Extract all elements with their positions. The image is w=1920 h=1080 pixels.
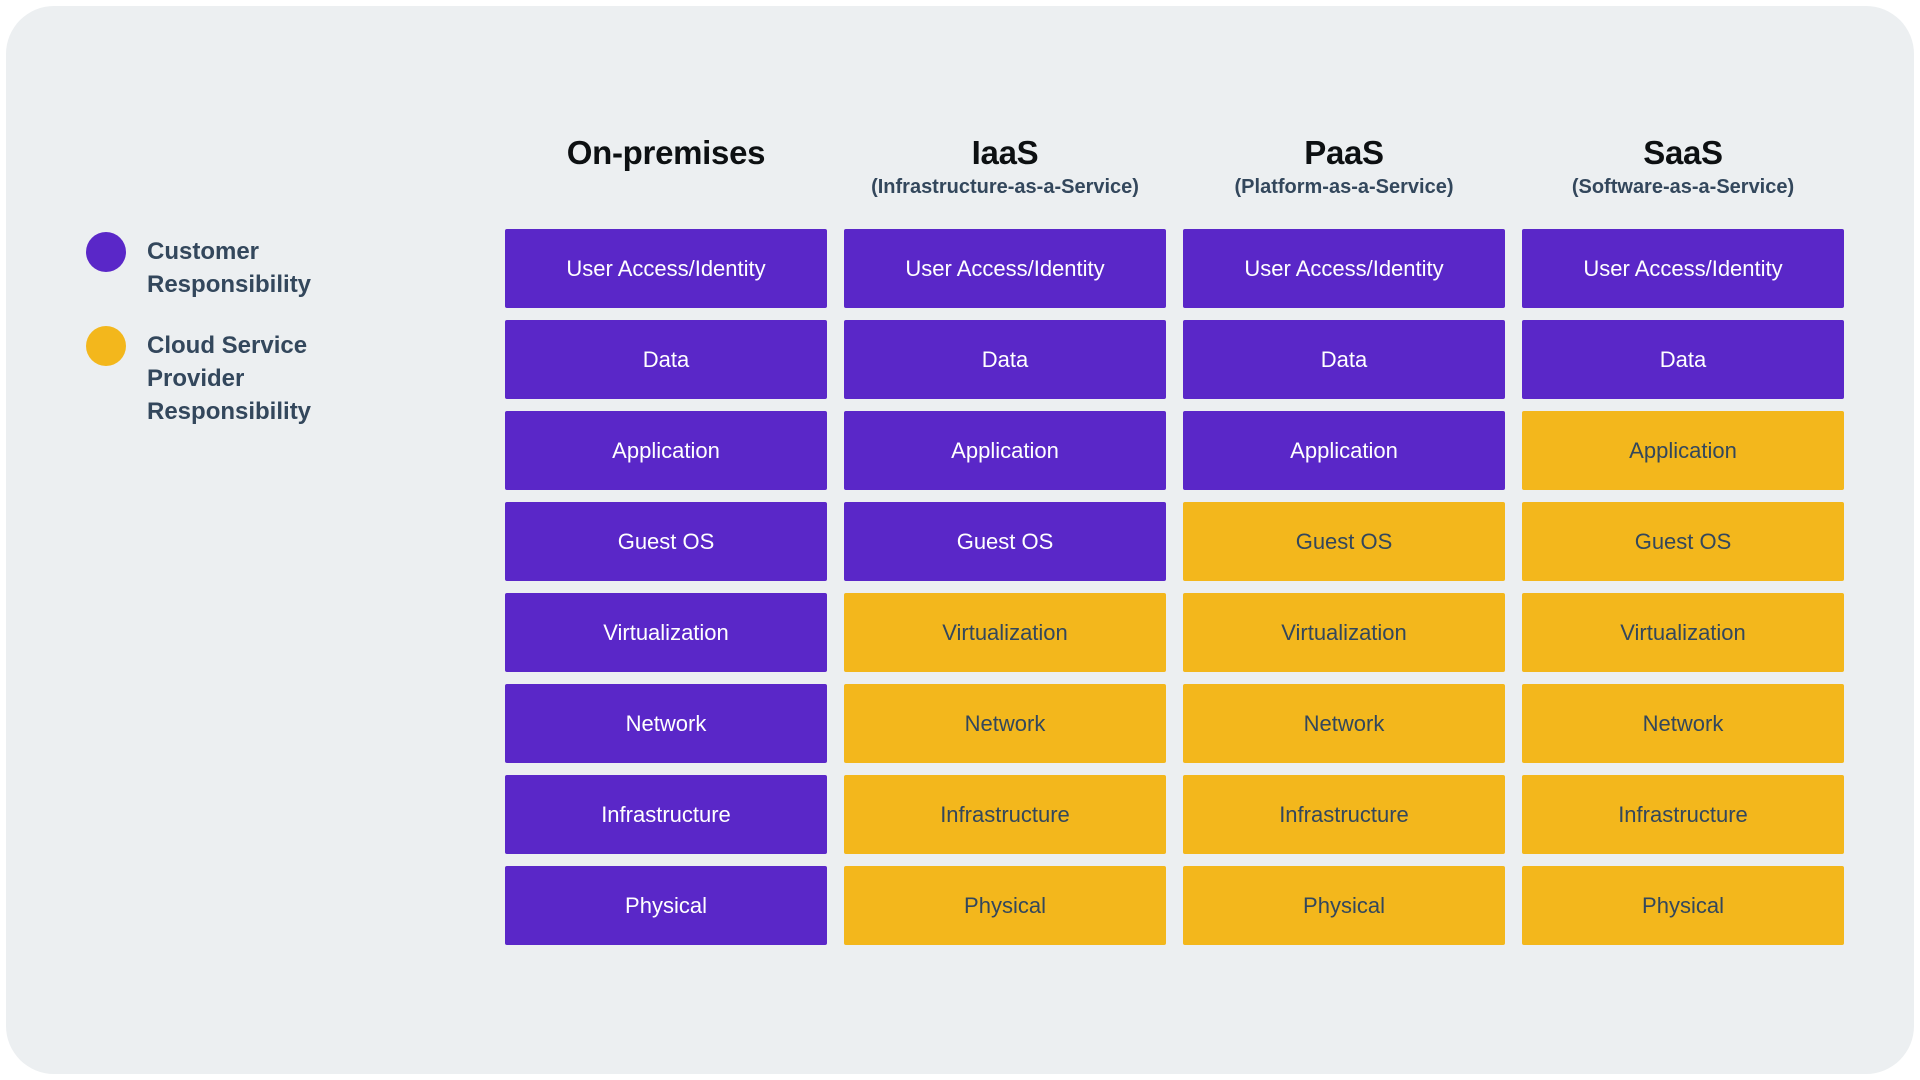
cell-infrastructure-customer: Infrastructure bbox=[505, 775, 827, 854]
legend: Customer Responsibility Cloud Service Pro… bbox=[86, 232, 416, 453]
column-subtitle: (Infrastructure-as-a-Service) bbox=[871, 176, 1139, 198]
cell-data-customer: Data bbox=[844, 320, 1166, 399]
column-iaas: IaaS (Infrastructure-as-a-Service) User Ac… bbox=[844, 132, 1166, 945]
cell-infrastructure-provider: Infrastructure bbox=[1183, 775, 1505, 854]
cell-application-provider: Application bbox=[1522, 411, 1844, 490]
cell-network-provider: Network bbox=[1183, 684, 1505, 763]
column-subtitle: (Software-as-a-Service) bbox=[1571, 176, 1795, 198]
legend-item-provider: Cloud Service Provider Responsibility bbox=[86, 326, 416, 428]
cell-physical-provider: Physical bbox=[844, 866, 1166, 945]
diagram-canvas: Customer Responsibility Cloud Service Pro… bbox=[6, 6, 1914, 1074]
legend-item-customer: Customer Responsibility bbox=[86, 232, 416, 301]
cell-guest-os-provider: Guest OS bbox=[1522, 502, 1844, 581]
column-title: IaaS bbox=[971, 134, 1039, 171]
cell-virtualization-provider: Virtualization bbox=[1522, 593, 1844, 672]
cell-data-customer: Data bbox=[505, 320, 827, 399]
cell-user-access-identity-customer: User Access/Identity bbox=[1183, 229, 1505, 308]
cell-virtualization-provider: Virtualization bbox=[1183, 593, 1505, 672]
cell-infrastructure-provider: Infrastructure bbox=[1522, 775, 1844, 854]
column-saas: SaaS (Software-as-a-Service) User Access/I… bbox=[1522, 132, 1844, 945]
cell-virtualization-provider: Virtualization bbox=[844, 593, 1166, 672]
column-header: SaaS (Software-as-a-Service) bbox=[1522, 132, 1844, 229]
responsibility-matrix: On-premises User Access/Identity Data Appli… bbox=[505, 132, 1844, 945]
column-header: On-premises bbox=[505, 132, 827, 229]
cell-network-customer: Network bbox=[505, 684, 827, 763]
column-cells: User Access/Identity Data Application Guest… bbox=[1522, 229, 1844, 945]
legend-label: Cloud Service Provider Responsibility bbox=[147, 332, 312, 425]
column-header: PaaS (Platform-as-a-Service) bbox=[1183, 132, 1505, 229]
cell-application-customer: Application bbox=[844, 411, 1166, 490]
provider-color-swatch bbox=[86, 326, 126, 366]
column-subtitle: (Platform-as-a-Service) bbox=[1234, 176, 1454, 198]
cell-physical-provider: Physical bbox=[1522, 866, 1844, 945]
cell-network-provider: Network bbox=[844, 684, 1166, 763]
cell-user-access-identity-customer: User Access/Identity bbox=[844, 229, 1166, 308]
cell-guest-os-customer: Guest OS bbox=[505, 502, 827, 581]
column-header: IaaS (Infrastructure-as-a-Service) bbox=[844, 132, 1166, 229]
cell-physical-customer: Physical bbox=[505, 866, 827, 945]
column-on-premises: On-premises User Access/Identity Data Appli… bbox=[505, 132, 827, 945]
column-paas: PaaS (Platform-as-a-Service) User Access/I… bbox=[1183, 132, 1505, 945]
cell-data-customer: Data bbox=[1522, 320, 1844, 399]
column-cells: User Access/Identity Data Application Guest… bbox=[844, 229, 1166, 945]
legend-label: Customer Responsibility bbox=[147, 238, 312, 298]
customer-color-swatch bbox=[86, 232, 126, 272]
column-title: PaaS bbox=[1304, 134, 1384, 171]
cell-guest-os-customer: Guest OS bbox=[844, 502, 1166, 581]
cell-physical-provider: Physical bbox=[1183, 866, 1505, 945]
cell-user-access-identity-customer: User Access/Identity bbox=[505, 229, 827, 308]
column-title: On-premises bbox=[566, 134, 766, 171]
cell-application-customer: Application bbox=[1183, 411, 1505, 490]
cell-user-access-identity-customer: User Access/Identity bbox=[1522, 229, 1844, 308]
column-title: SaaS bbox=[1643, 134, 1723, 171]
column-cells: User Access/Identity Data Application Guest… bbox=[1183, 229, 1505, 945]
cell-application-customer: Application bbox=[505, 411, 827, 490]
column-cells: User Access/Identity Data Application Guest… bbox=[505, 229, 827, 945]
cell-virtualization-customer: Virtualization bbox=[505, 593, 827, 672]
cell-guest-os-provider: Guest OS bbox=[1183, 502, 1505, 581]
cell-network-provider: Network bbox=[1522, 684, 1844, 763]
cell-infrastructure-provider: Infrastructure bbox=[844, 775, 1166, 854]
cell-data-customer: Data bbox=[1183, 320, 1505, 399]
